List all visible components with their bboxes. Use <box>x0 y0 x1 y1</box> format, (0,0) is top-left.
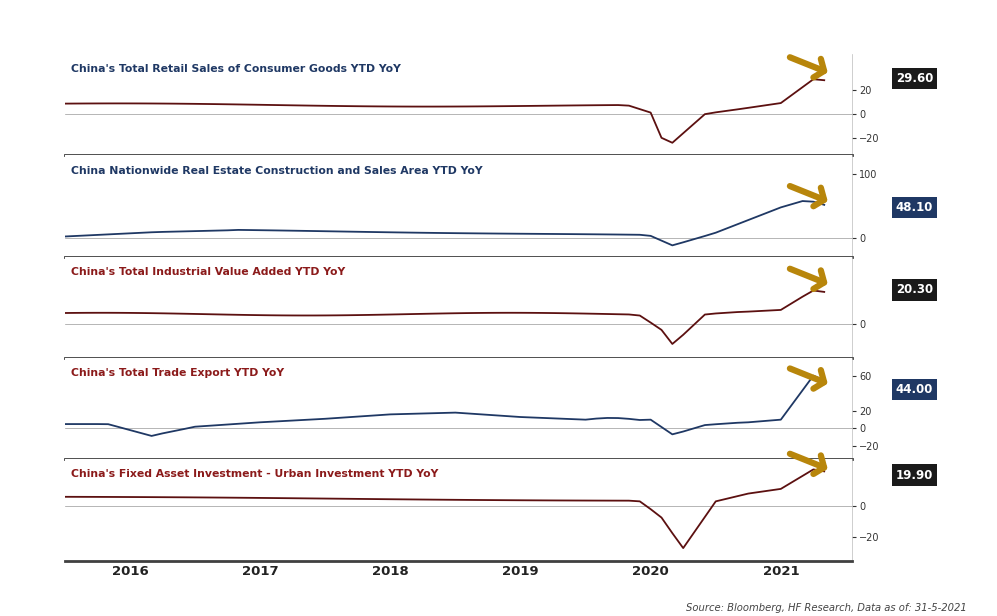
Text: 48.10: 48.10 <box>895 201 933 214</box>
Text: 20.30: 20.30 <box>895 283 933 296</box>
Text: China's Total Trade Export YTD YoY: China's Total Trade Export YTD YoY <box>72 368 284 378</box>
Text: China's Total Retail Sales of Consumer Goods YTD YoY: China's Total Retail Sales of Consumer G… <box>72 64 401 75</box>
Text: 44.00: 44.00 <box>895 383 933 396</box>
Text: China Nationwide Real Estate Construction and Sales Area YTD YoY: China Nationwide Real Estate Constructio… <box>72 166 483 176</box>
Text: Source: Bloomberg, HF Research, Data as of: 31-5-2021: Source: Bloomberg, HF Research, Data as … <box>686 603 967 613</box>
Text: China's Total Industrial Value Added YTD YoY: China's Total Industrial Value Added YTD… <box>72 267 346 277</box>
Text: 19.90: 19.90 <box>895 469 933 482</box>
Text: China's Fixed Asset Investment - Urban Investment YTD YoY: China's Fixed Asset Investment - Urban I… <box>72 469 439 479</box>
Text: Chinese Economic Indicators Slid Lower as Low Base Effect Wears Off: Chinese Economic Indicators Slid Lower a… <box>10 18 714 36</box>
Text: 29.60: 29.60 <box>895 72 933 85</box>
